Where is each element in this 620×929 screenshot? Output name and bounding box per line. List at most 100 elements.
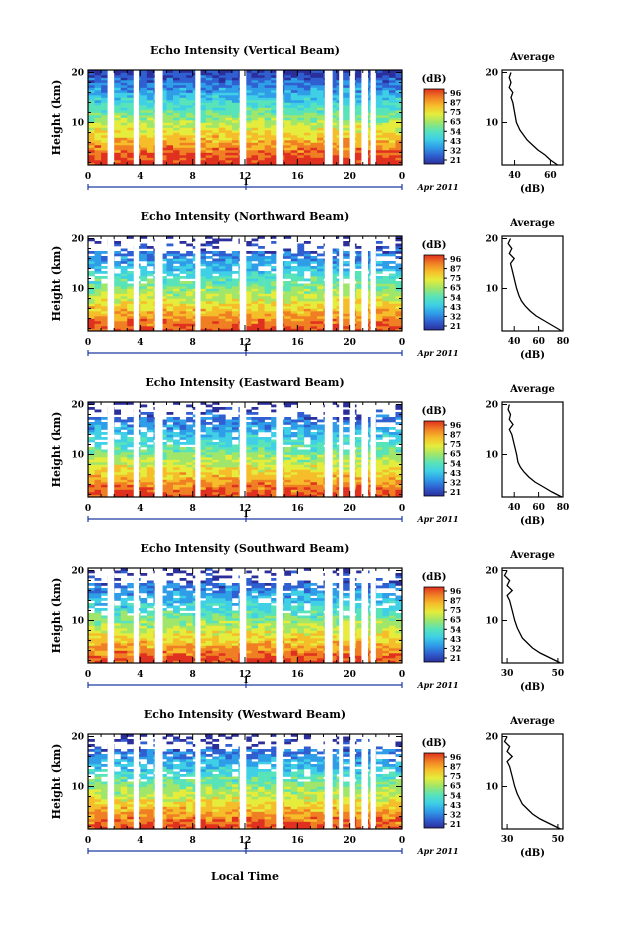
profile-y-tick-label: 10 xyxy=(485,285,498,295)
data-gap xyxy=(324,236,333,331)
profile-line xyxy=(503,736,561,830)
profile-x-tick-label: 30 xyxy=(501,669,514,679)
date-tick-label: 1 xyxy=(243,510,249,520)
colorbar-tick-label: 32 xyxy=(450,643,461,653)
colorbar-tick-label: 54 xyxy=(450,458,462,468)
x-tick-label: 16 xyxy=(291,504,304,514)
data-gap xyxy=(107,734,115,829)
colorbar-tick-label: 65 xyxy=(450,615,461,625)
profile-title: Average xyxy=(509,52,555,63)
x-tick-label: 20 xyxy=(343,338,356,348)
x-tick-label: 8 xyxy=(190,504,196,514)
profile-frame xyxy=(501,733,564,830)
x-tick-label: 0 xyxy=(85,504,91,514)
data-gap xyxy=(349,402,355,497)
x-tick-label: 8 xyxy=(190,338,196,348)
x-tick-label: 16 xyxy=(291,670,304,680)
panel-3: Echo Intensity (Southward Beam) 0 4 8 12 16 20… xyxy=(50,542,564,693)
colorbar-unit: (dB) xyxy=(422,572,447,583)
profile-line xyxy=(507,238,563,332)
profile-x-tick-label: 40 xyxy=(508,337,521,347)
panel-1: Echo Intensity (Northward Beam) 0 4 8 12 16 20… xyxy=(50,210,569,361)
data-gap xyxy=(107,402,115,497)
colorbar-tick-label: 32 xyxy=(450,809,461,819)
colorbar-tick-label: 96 xyxy=(450,420,462,430)
data-gap xyxy=(339,568,344,663)
y-tick-label: 10 xyxy=(71,285,84,295)
colorbar-tick-label: 21 xyxy=(450,321,461,331)
x-tick-label: 8 xyxy=(190,836,196,846)
colorbar-tick-label: 43 xyxy=(450,800,462,810)
profile-y-tick-label: 20 xyxy=(485,401,498,411)
panel-title: Echo Intensity (Northward Beam) xyxy=(141,210,350,223)
data-gap xyxy=(339,734,344,829)
colorbar-tick-label: 43 xyxy=(450,634,462,644)
profile-x-tick-label: 50 xyxy=(552,669,565,679)
y-tick-label: 20 xyxy=(71,401,84,411)
y-axis-label: Height (km) xyxy=(50,578,63,654)
profile-title: Average xyxy=(509,384,555,395)
x-tick-label: 4 xyxy=(137,670,143,680)
data-gap xyxy=(324,70,333,165)
colorbar-tick-label: 54 xyxy=(450,790,462,800)
data-gap xyxy=(154,734,163,829)
data-gap xyxy=(370,70,376,165)
data-gap xyxy=(133,568,140,663)
colorbar-tick-label: 21 xyxy=(450,155,461,165)
colorbar-tick-label: 75 xyxy=(450,107,461,117)
data-gap xyxy=(154,568,163,663)
data-gap xyxy=(276,236,283,331)
data-gap xyxy=(349,236,355,331)
x-tick-label: 0 xyxy=(399,338,405,348)
data-gap xyxy=(370,236,376,331)
profile-x-tick-label: 80 xyxy=(557,503,570,513)
data-gap xyxy=(107,70,115,165)
y-tick-label: 10 xyxy=(71,783,84,793)
data-gap xyxy=(361,734,368,829)
data-gap xyxy=(361,236,368,331)
x-tick-label: 16 xyxy=(291,172,304,182)
profile-x-tick-label: 60 xyxy=(544,171,557,181)
x-tick-label: 4 xyxy=(137,338,143,348)
profile-line xyxy=(508,72,558,166)
profile-title: Average xyxy=(509,218,555,229)
data-gap xyxy=(195,734,201,829)
data-gap xyxy=(324,734,333,829)
x-tick-label: 20 xyxy=(343,172,356,182)
x-tick-label: 20 xyxy=(343,670,356,680)
colorbar-tick-label: 32 xyxy=(450,311,461,321)
colorbar-tick-label: 87 xyxy=(450,430,461,440)
profile-x-tick-label: 40 xyxy=(508,503,521,513)
profile-frame xyxy=(501,401,564,498)
profile-title: Average xyxy=(509,550,555,561)
y-tick-label: 10 xyxy=(71,451,84,461)
profile-x-label: (dB) xyxy=(520,682,545,693)
colorbar-tick-label: 75 xyxy=(450,605,461,615)
colorbar xyxy=(423,586,445,663)
data-gap xyxy=(361,70,368,165)
data-gap xyxy=(276,402,283,497)
colorbar-tick-label: 54 xyxy=(450,624,462,634)
panel-title: Echo Intensity (Vertical Beam) xyxy=(150,44,340,57)
y-tick-label: 20 xyxy=(71,235,84,245)
y-tick-label: 20 xyxy=(71,69,84,79)
profile-x-tick-label: 80 xyxy=(557,337,570,347)
colorbar-tick-label: 87 xyxy=(450,264,461,274)
data-gap xyxy=(154,70,163,165)
data-gap xyxy=(361,402,368,497)
profile-y-tick-label: 10 xyxy=(485,617,498,627)
profile-x-tick-label: 60 xyxy=(532,503,545,513)
x-tick-label: 16 xyxy=(291,836,304,846)
x-tick-label: 4 xyxy=(137,836,143,846)
date-label: Apr 2011 xyxy=(416,182,458,192)
data-gap xyxy=(195,70,201,165)
profile-y-tick-label: 10 xyxy=(485,119,498,129)
data-gap xyxy=(239,734,247,829)
panel-2: Echo Intensity (Eastward Beam) 0 4 8 12 16 20 0… xyxy=(50,376,569,527)
data-gap xyxy=(370,568,376,663)
profile-y-tick-label: 10 xyxy=(485,451,498,461)
profile-x-label: (dB) xyxy=(520,350,545,361)
profile-y-tick-label: 20 xyxy=(485,567,498,577)
profile-x-tick-label: 40 xyxy=(508,171,521,181)
colorbar-tick-label: 21 xyxy=(450,487,461,497)
